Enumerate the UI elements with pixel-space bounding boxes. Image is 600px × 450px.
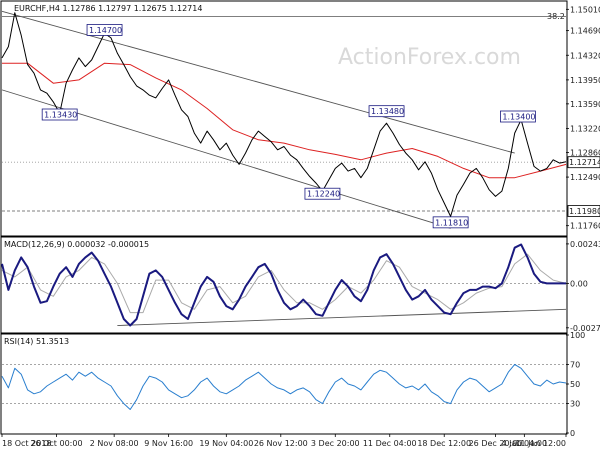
- price-pane: 1.13430 1.14700 1.12240 1.13480 1.11810 1.134…: [1, 10, 567, 229]
- annotation-box: [41, 108, 78, 121]
- annotation-box: [304, 187, 341, 200]
- svg-text:1.11980: 1.11980: [569, 207, 600, 216]
- y-tick-label: 70: [570, 360, 580, 369]
- rsi-pane: [1, 363, 567, 410]
- y-tick-label: 1.14320: [570, 51, 600, 60]
- y-tick-label: 1.13220: [570, 124, 600, 133]
- annotation-label: 1.14700: [89, 26, 122, 35]
- macd-header: MACD(12,26,9) 0.000032 -0.000015: [4, 240, 149, 249]
- x-tick-label: 18 Dec 12:00: [417, 439, 471, 448]
- annotation-1.13400: 1.13400: [500, 110, 536, 123]
- x-tick-label: 2 Nov 08:00: [90, 439, 139, 448]
- x-tick-label: 18 Oct 2018: [2, 439, 51, 448]
- x-tick-label: 11 Dec 04:00: [363, 439, 417, 448]
- annotation-label: 1.13400: [502, 113, 535, 122]
- macd-pane: [1, 243, 567, 327]
- y-tick-label: 50: [570, 380, 580, 389]
- y-tick-label: 1.11760: [570, 222, 600, 231]
- y-tick-label: 0.002436: [570, 240, 600, 249]
- y-tick-label: 0: [570, 429, 575, 438]
- x-tick-label: 26 Dec 20:00: [469, 439, 523, 448]
- annotation-1.11810: 1.11810: [432, 216, 469, 229]
- annotation-box: [432, 216, 469, 229]
- macd-trendline: [117, 308, 567, 326]
- x-tick-label: 26 Oct 00:00: [30, 439, 82, 448]
- price-header: EURCHF,H4 1.12786 1.12797 1.12675 1.1271…: [14, 4, 202, 13]
- x-tick-label: 26 Nov 12:00: [254, 439, 308, 448]
- series-rsi: [1, 363, 567, 410]
- y-tick-label: 1.15010: [570, 5, 600, 14]
- support-price-tag: 1.11980: [567, 205, 600, 217]
- axes: 1.15010 1.14690 1.14320 1.13950 1.13590 1.132…: [1, 5, 600, 448]
- y-tick-label: 30: [570, 400, 580, 409]
- annotation-1.13480: 1.13480: [368, 105, 405, 118]
- macd-pane-frame: [0, 236, 568, 334]
- y-tick-label: 1.12860: [570, 148, 600, 157]
- y-tick-label: 1.12490: [570, 173, 600, 182]
- annotation-1.14700: 1.14700: [86, 24, 123, 36]
- y-tick-label: 1.13590: [570, 100, 600, 109]
- x-tick-label: 19 Nov 04:00: [199, 439, 253, 448]
- y-tick-label: -0.002742: [570, 324, 600, 333]
- annotation-label: 1.13430: [44, 111, 77, 120]
- y-tick-label: 0.00: [570, 279, 588, 288]
- current-price-tag: 1.12714: [567, 156, 600, 169]
- pane-frames: [0, 0, 568, 435]
- annotation-1.12240: 1.12240: [304, 187, 341, 200]
- series-price: [1, 12, 567, 217]
- x-tick-label: 11 Jan 12:00: [515, 439, 566, 448]
- annotation-label: 1.11810: [435, 218, 468, 227]
- annotation-label: 1.12240: [307, 190, 340, 199]
- annotation-1.13430: 1.13430: [41, 108, 78, 121]
- rsi-pane-frame: [0, 333, 568, 435]
- price-pane-frame: [0, 0, 568, 237]
- annotation-box: [500, 110, 536, 123]
- watermark: ActionForex.com: [338, 45, 521, 70]
- annotation-label: 1.13480: [371, 107, 404, 116]
- annotation-box: [368, 105, 405, 118]
- y-tick-label: 100: [570, 331, 585, 340]
- y-tick-label: 1.14690: [570, 27, 600, 36]
- rsi-header: RSI(14) 51.3513: [4, 337, 69, 346]
- series-macd: [1, 243, 566, 327]
- annotation-box: [86, 24, 123, 36]
- svg-text:1.12714: 1.12714: [569, 158, 600, 167]
- x-tick-label: 9 Nov 16:00: [144, 439, 193, 448]
- x-tick-label: 4 Jan 04:00: [502, 439, 548, 448]
- x-tick-label: 3 Dec 20:00: [311, 439, 360, 448]
- y-tick-label: 1.13950: [570, 76, 600, 85]
